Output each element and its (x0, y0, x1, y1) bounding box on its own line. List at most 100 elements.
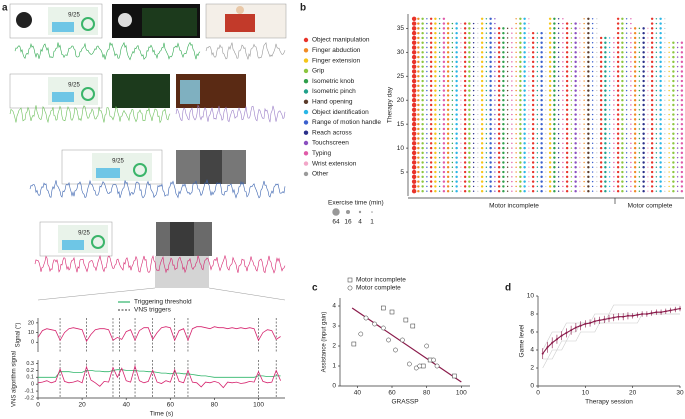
exercise-dot (616, 60, 620, 64)
exercise-dot (511, 152, 513, 154)
exercise-dot (523, 127, 526, 131)
exercise-dot (417, 65, 420, 68)
exercise-dot (574, 75, 577, 78)
exercise-dot (519, 166, 522, 169)
exercise-dot (676, 118, 679, 121)
exercise-dot (633, 94, 637, 97)
exercise-dot (680, 118, 684, 121)
y-tick-label: 20 (28, 320, 34, 326)
exercise-dot (668, 51, 670, 54)
exercise-dot (502, 151, 505, 155)
exercise-dot (642, 51, 645, 54)
exercise-dot (485, 156, 488, 159)
exercise-dot (545, 66, 547, 68)
exercise-dot (494, 65, 496, 68)
exercise-dot (502, 60, 505, 64)
exercise-dot (668, 166, 670, 168)
exercise-dot (511, 180, 513, 183)
exercise-dot (676, 51, 679, 54)
exercise-dot (446, 137, 450, 140)
exercise-dot (596, 162, 598, 163)
y-tick-label: 4 (530, 347, 534, 354)
exercise-dot (455, 27, 458, 30)
exercise-dot (511, 37, 513, 39)
exercise-dot (515, 185, 517, 188)
exercise-dot (545, 32, 547, 34)
exercise-dot (579, 61, 581, 63)
exercise-dot (587, 84, 590, 88)
exercise-dot (506, 118, 509, 121)
exercise-dot (672, 51, 675, 54)
exercise-dot (411, 97, 417, 103)
exercise-dot (426, 152, 428, 154)
point (393, 347, 398, 353)
exercise-dot (633, 170, 637, 174)
exercise-dot (506, 171, 509, 173)
exercise-dot (583, 166, 585, 168)
exercise-dot (489, 180, 492, 183)
exercise-dot (519, 60, 522, 64)
point (386, 337, 391, 343)
exercise-dot (579, 104, 581, 106)
exercise-dot (664, 90, 666, 92)
exercise-dot (531, 46, 535, 49)
exercise-dot (528, 99, 530, 101)
exercise-dot (477, 104, 479, 106)
exercise-dot (472, 51, 475, 54)
exercise-dot (668, 56, 670, 58)
exercise-dot (596, 181, 598, 183)
exercise-dot (429, 27, 433, 30)
exercise-dot (540, 132, 543, 135)
waveforms (9, 41, 286, 274)
exercise-dot (531, 146, 535, 150)
exercise-dot (421, 41, 424, 44)
y-tick-label: 35 (397, 25, 405, 32)
exercise-dot (557, 185, 560, 188)
exercise-dot (616, 185, 620, 188)
exercise-dot (655, 46, 658, 49)
exercise-dot (417, 113, 420, 116)
exercise-dot (591, 109, 594, 111)
exercise-dot (489, 132, 492, 135)
exercise-dot (565, 185, 569, 188)
exercise-dot (583, 32, 585, 34)
exercise-dot (477, 71, 479, 72)
exercise-dot (616, 75, 620, 78)
exercise-dot (630, 180, 632, 183)
exercise-dot (540, 75, 543, 78)
exercise-dot (680, 151, 684, 155)
exercise-dot (455, 36, 458, 40)
exercise-dot (463, 70, 467, 73)
exercise-dot (426, 56, 428, 58)
exercise-dot (655, 37, 658, 39)
exercise-dot (599, 161, 603, 164)
exercise-dot (613, 180, 615, 183)
exercise-dot (417, 118, 420, 121)
exercise-dot (616, 94, 620, 97)
exercise-dot (655, 185, 658, 188)
exercise-dot (523, 122, 526, 126)
exercise-dot (647, 190, 649, 192)
exercise-dot (451, 99, 454, 101)
exercise-dot (630, 32, 632, 34)
exercise-dot (604, 36, 607, 40)
mean-point (593, 320, 596, 323)
exercise-dot (468, 55, 471, 59)
exercise-dot (633, 180, 637, 183)
exercise-dot (502, 31, 505, 35)
exercise-dot (655, 190, 658, 192)
exercise-dot (438, 18, 441, 20)
exercise-dot (485, 42, 488, 44)
exercise-dot (579, 147, 581, 149)
exercise-dot (570, 156, 573, 159)
exercise-dot (497, 113, 501, 116)
exercise-dot (604, 41, 607, 44)
exercise-dot (591, 171, 594, 173)
exercise-dot (519, 127, 522, 131)
exercise-dot (421, 60, 424, 64)
exercise-dot (523, 137, 526, 140)
exercise-dot (621, 51, 624, 54)
exercise-dot (579, 70, 581, 73)
exercise-dot (599, 146, 603, 150)
exercise-dot (477, 147, 479, 149)
